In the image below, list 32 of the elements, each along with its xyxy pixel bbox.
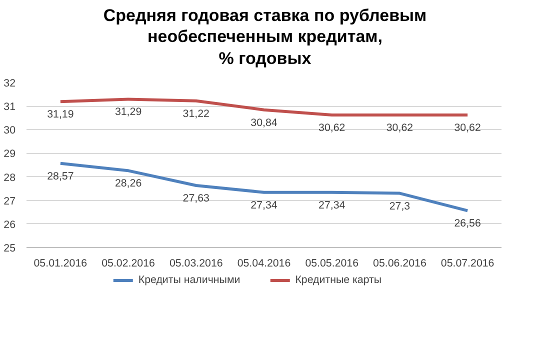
data-label: 30,62 [386, 122, 414, 134]
data-label: 26,56 [454, 217, 481, 230]
y-tick-label: 31 [4, 100, 16, 113]
y-tick-label: 30 [4, 124, 16, 136]
y-tick-label: 27 [4, 195, 16, 208]
chart-title: Средняя годовая ставка по рублевым необеспеченным кредитам, % годовых [103, 5, 427, 69]
x-tick-label: 05.03.2016 [169, 257, 223, 270]
data-label: 31,29 [114, 106, 142, 118]
data-label: 31,22 [182, 108, 210, 120]
data-label: 28,57 [47, 170, 74, 182]
y-tick-label: 29 [4, 148, 16, 160]
x-tick-label: 05.05.2016 [305, 257, 359, 270]
data-label: 27,3 [389, 200, 410, 212]
legend-label: Кредитные карты [295, 274, 382, 286]
x-tick-label: 05.01.2016 [34, 257, 88, 270]
data-label: 30,84 [250, 116, 278, 129]
data-label: 30,62 [454, 122, 481, 134]
x-tick-label: 05.07.2016 [440, 257, 494, 270]
data-label: 27,63 [182, 192, 210, 204]
y-tick-label: 26 [4, 218, 16, 231]
y-tick-label: 28 [4, 172, 16, 184]
data-label: 31,19 [47, 108, 74, 120]
data-label: 30,62 [318, 122, 346, 134]
data-label: 27,34 [318, 199, 346, 212]
y-tick-label: 25 [4, 242, 16, 254]
x-tick-label: 05.02.2016 [102, 257, 156, 270]
legend-label: Кредиты наличными [138, 274, 240, 286]
data-label: 28,26 [114, 177, 142, 190]
x-tick-label: 05.04.2016 [237, 257, 291, 270]
y-tick-label: 32 [4, 77, 16, 90]
data-label: 27,34 [250, 199, 278, 212]
x-tick-label: 05.06.2016 [373, 257, 426, 270]
